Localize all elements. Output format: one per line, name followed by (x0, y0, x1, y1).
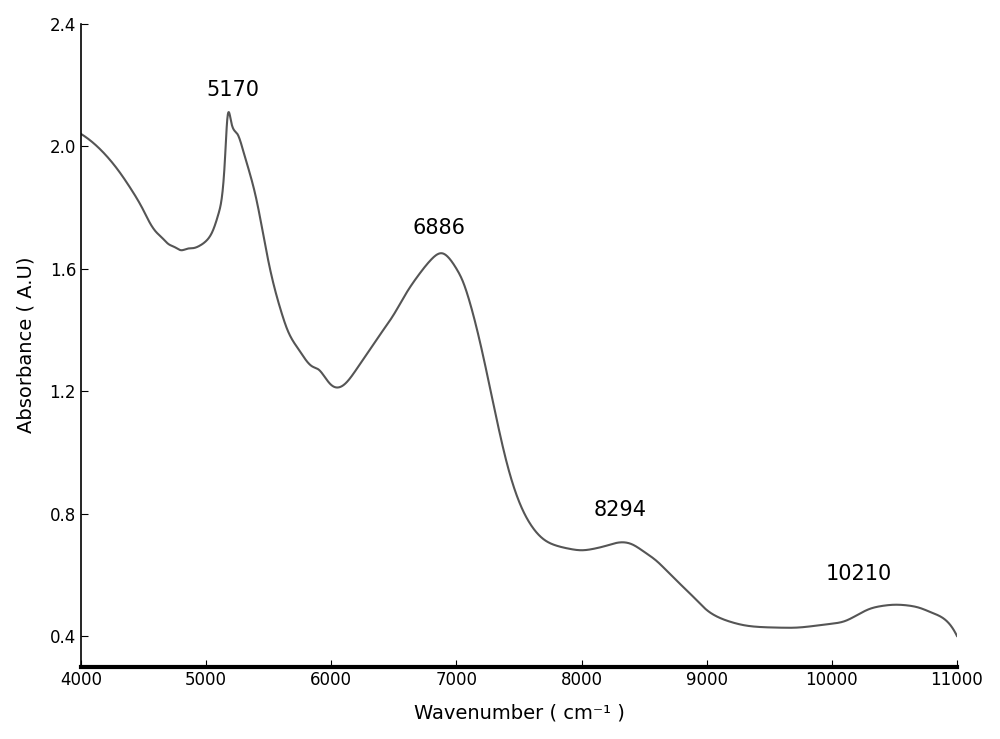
Text: 10210: 10210 (826, 564, 892, 584)
Text: 5170: 5170 (206, 81, 259, 101)
X-axis label: Wavenumber ( cm⁻¹ ): Wavenumber ( cm⁻¹ ) (414, 704, 624, 722)
Text: 6886: 6886 (413, 218, 466, 238)
Text: 8294: 8294 (594, 500, 647, 520)
Y-axis label: Absorbance ( A.U): Absorbance ( A.U) (17, 257, 36, 433)
